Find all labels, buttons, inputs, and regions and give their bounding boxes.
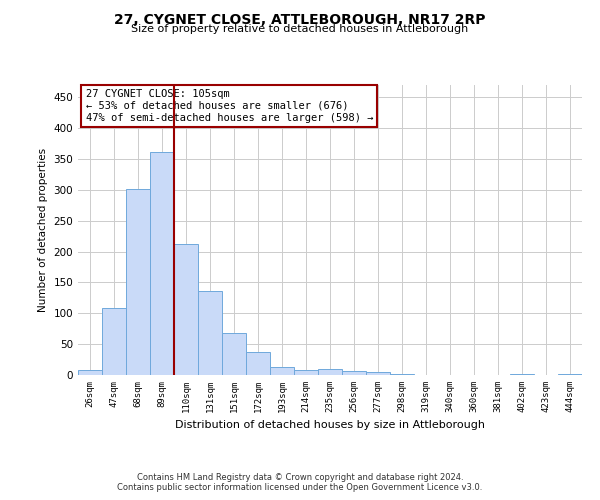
- Bar: [558, 374, 582, 375]
- Text: 27, CYGNET CLOSE, ATTLEBOROUGH, NR17 2RP: 27, CYGNET CLOSE, ATTLEBOROUGH, NR17 2RP: [114, 12, 486, 26]
- Bar: [174, 244, 198, 375]
- Bar: [78, 370, 102, 375]
- Bar: [294, 370, 318, 375]
- Bar: [198, 291, 222, 375]
- Bar: [318, 369, 342, 375]
- Y-axis label: Number of detached properties: Number of detached properties: [38, 148, 48, 312]
- Text: Contains public sector information licensed under the Open Government Licence v3: Contains public sector information licen…: [118, 484, 482, 492]
- Bar: [246, 352, 270, 375]
- Bar: [390, 374, 414, 375]
- Bar: [270, 367, 294, 375]
- Text: 27 CYGNET CLOSE: 105sqm
← 53% of detached houses are smaller (676)
47% of semi-d: 27 CYGNET CLOSE: 105sqm ← 53% of detache…: [86, 90, 373, 122]
- Bar: [222, 333, 246, 375]
- Bar: [102, 308, 126, 375]
- Bar: [366, 372, 390, 375]
- Bar: [150, 152, 174, 375]
- Bar: [510, 374, 534, 375]
- Bar: [342, 372, 366, 375]
- Bar: [126, 188, 150, 375]
- Text: Contains HM Land Registry data © Crown copyright and database right 2024.: Contains HM Land Registry data © Crown c…: [137, 472, 463, 482]
- Text: Size of property relative to detached houses in Attleborough: Size of property relative to detached ho…: [131, 24, 469, 34]
- X-axis label: Distribution of detached houses by size in Attleborough: Distribution of detached houses by size …: [175, 420, 485, 430]
